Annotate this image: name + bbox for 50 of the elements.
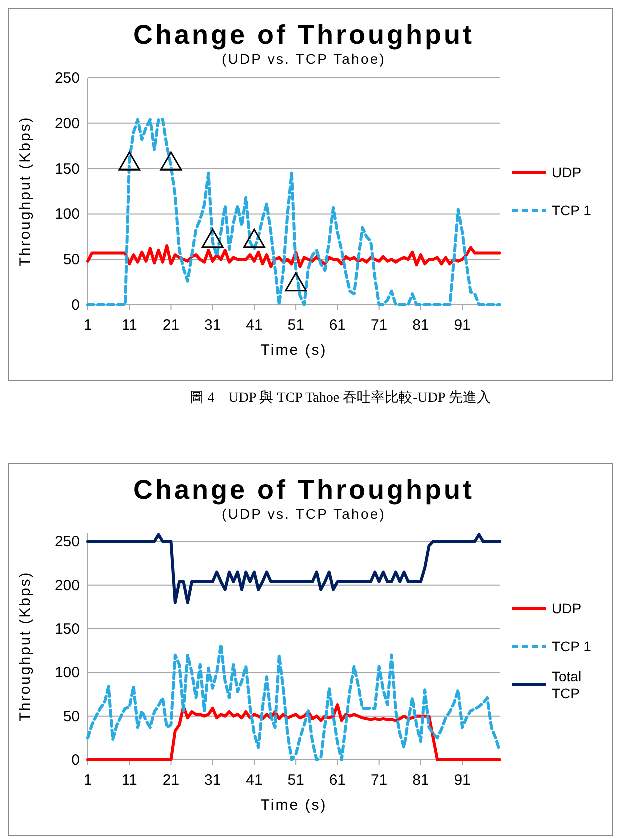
x-tick-label: 1: [84, 317, 92, 334]
y-tick-label: 250: [54, 534, 80, 551]
x-tick-label: 21: [162, 317, 180, 334]
y-tick-label: 100: [54, 206, 80, 224]
y-tick-label: 50: [63, 252, 80, 269]
x-tick-label: 41: [246, 317, 263, 334]
x-tick-label: 11: [122, 317, 138, 334]
x-tick-label: 81: [412, 772, 430, 789]
x-tick-label: 71: [370, 772, 388, 789]
x-axis-title: Time (s): [260, 342, 328, 359]
legend-label: Total TCP: [552, 668, 582, 702]
chart-title: Change of Throughput: [134, 20, 474, 50]
y-axis-title: Throughput (Kbps): [17, 116, 34, 267]
x-tick-label: 71: [370, 317, 388, 334]
x-axis-title: Time (s): [260, 797, 328, 814]
chart-subtitle: (UDP vs. TCP Tahoe): [222, 506, 386, 522]
x-tick-label: 91: [454, 772, 471, 789]
x-tick-label: 31: [204, 317, 222, 334]
y-tick-label: 100: [54, 664, 80, 682]
y-tick-label: 150: [54, 160, 80, 178]
x-tick-label: 41: [246, 772, 263, 789]
line-series: [86, 643, 502, 762]
x-tick-label: 21: [162, 772, 180, 789]
y-tick-label: 250: [54, 70, 80, 87]
chart-subtitle: (UDP vs. TCP Tahoe): [222, 51, 386, 67]
line-series: [86, 118, 502, 306]
y-tick-label: 200: [54, 577, 80, 594]
line-series: [86, 533, 502, 604]
y-tick-label: 0: [72, 752, 80, 769]
x-tick-label: 61: [329, 772, 346, 789]
x-tick-label: 1: [84, 772, 92, 789]
y-axis-title: Throughput (Kbps): [17, 571, 34, 722]
x-tick-label: 91: [454, 317, 471, 334]
chart-title: Change of Throughput: [134, 475, 474, 505]
x-tick-label: 61: [329, 317, 346, 334]
legend-label: TCP 1: [552, 202, 592, 218]
x-tick-label: 81: [412, 317, 430, 334]
x-tick-label: 51: [288, 317, 304, 334]
y-tick-label: 150: [54, 621, 80, 638]
legend-label: UDP: [552, 600, 582, 616]
line-series: [86, 244, 502, 268]
caption: 圖 4 UDP 與 TCP Tahoe 吞吐率比較-UDP 先進入: [190, 390, 491, 406]
y-tick-label: 0: [72, 297, 80, 314]
legend-label: UDP: [552, 164, 582, 180]
y-tick-label: 50: [63, 708, 80, 726]
x-tick-label: 11: [122, 772, 138, 789]
x-tick-label: 51: [288, 772, 304, 789]
legend-label: TCP 1: [552, 638, 592, 654]
x-tick-label: 31: [204, 772, 222, 789]
y-tick-label: 200: [54, 115, 80, 132]
